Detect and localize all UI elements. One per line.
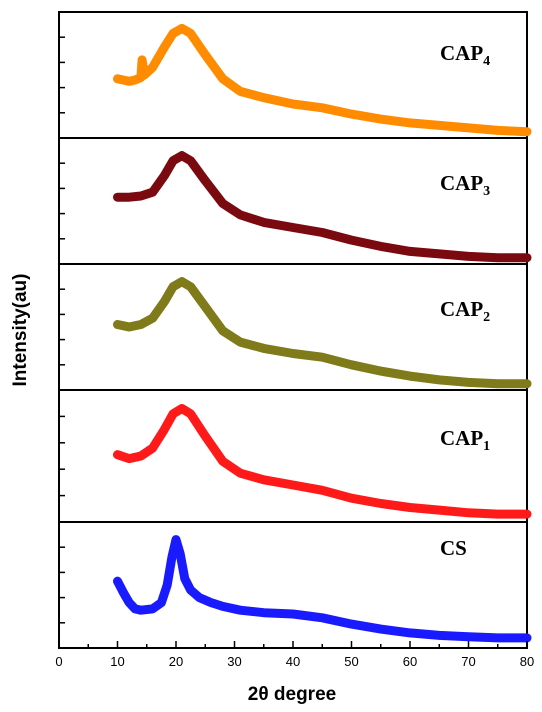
series-label-subscript: 4 — [483, 54, 490, 69]
x-tick-label: 60 — [403, 654, 417, 669]
panel-cs: CS — [58, 521, 532, 649]
series-line-cap1 — [113, 404, 532, 519]
series-label: CS — [440, 536, 467, 560]
panel-cap1: CAP1 — [58, 389, 532, 523]
x-tick-label: 50 — [344, 654, 358, 669]
x-axis: 0 10 20 30 40 50 60 70 80 — [55, 641, 534, 669]
x-axis-title: 2θ degree — [248, 684, 336, 705]
x-tick-label: 80 — [520, 654, 534, 669]
series-label-name: CAP — [440, 171, 483, 195]
x-tick-label: 30 — [227, 654, 241, 669]
series-label-subscript: 2 — [483, 310, 490, 325]
series-label-name: CS — [440, 536, 467, 560]
series-line-cs — [113, 535, 532, 643]
series-line-cap3 — [113, 151, 532, 263]
series-label-subscript: 3 — [483, 184, 490, 199]
panel-frame — [58, 11, 528, 139]
series-label: CAP2 — [440, 297, 490, 325]
series-line-cap4 — [113, 23, 532, 137]
panel-cap3: CAP3 — [58, 137, 532, 265]
series-label-name: CAP — [440, 297, 483, 321]
series-label: CAP3 — [440, 171, 490, 199]
x-tick-label: 70 — [461, 654, 475, 669]
y-axis-title: Intensity(au) — [10, 274, 31, 387]
series-label-name: CAP — [440, 426, 483, 450]
series-label-subscript: 1 — [483, 439, 490, 454]
series-label: CAP1 — [440, 426, 490, 454]
x-tick-label: 0 — [55, 654, 62, 669]
x-tick-label: 20 — [169, 654, 183, 669]
series-label: CAP4 — [440, 41, 490, 69]
x-tick-label: 40 — [286, 654, 300, 669]
panel-cap4: CAP4 — [58, 11, 532, 139]
x-tick-label: 10 — [110, 654, 124, 669]
series-label-name: CAP — [440, 41, 483, 65]
series-line-cap2 — [113, 277, 532, 389]
panel-cap2: CAP2 — [58, 263, 532, 391]
